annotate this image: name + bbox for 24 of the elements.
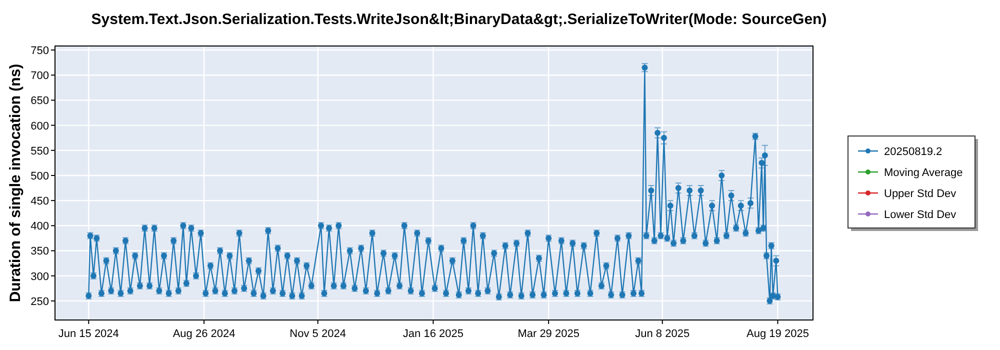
x-tick-label: Mar 29 2025: [518, 328, 580, 340]
legend-label: Upper Std Dev: [884, 188, 957, 200]
legend-label: 20250819.2: [884, 146, 942, 158]
y-tick-label: 600: [30, 120, 49, 132]
y-tick-label: 350: [30, 246, 49, 258]
y-axis-title: Duration of single invocation (ns): [7, 64, 24, 302]
y-tick-label: 450: [30, 196, 49, 208]
legend-label: Lower Std Dev: [884, 209, 957, 221]
x-tick-label: Jun 15 2024: [58, 328, 119, 340]
x-tick-label: Jan 16 2025: [402, 328, 464, 340]
y-tick-label: 250: [30, 296, 49, 308]
x-tick-label: Nov 5 2024: [290, 328, 346, 340]
y-tick-label: 500: [30, 170, 49, 182]
y-tick-label: 550: [30, 145, 49, 158]
chart-title: System.Text.Json.Serialization.Tests.WriteJson&lt;BinaryData&gt;.SerializeToWriter(Mode: SourceGen): [91, 11, 827, 28]
y-tick-label: 650: [30, 95, 49, 108]
y-tick-label: 700: [30, 70, 49, 82]
y-tick-label: 750: [30, 45, 49, 58]
x-tick-label: Aug 19 2025: [746, 328, 809, 340]
x-tick-label: Jun 8 2025: [635, 328, 690, 340]
legend-label: Moving Average: [884, 167, 963, 179]
y-tick-label: 300: [30, 270, 49, 283]
y-tick-label: 400: [30, 220, 49, 233]
x-tick-label: Aug 26 2024: [172, 328, 236, 340]
